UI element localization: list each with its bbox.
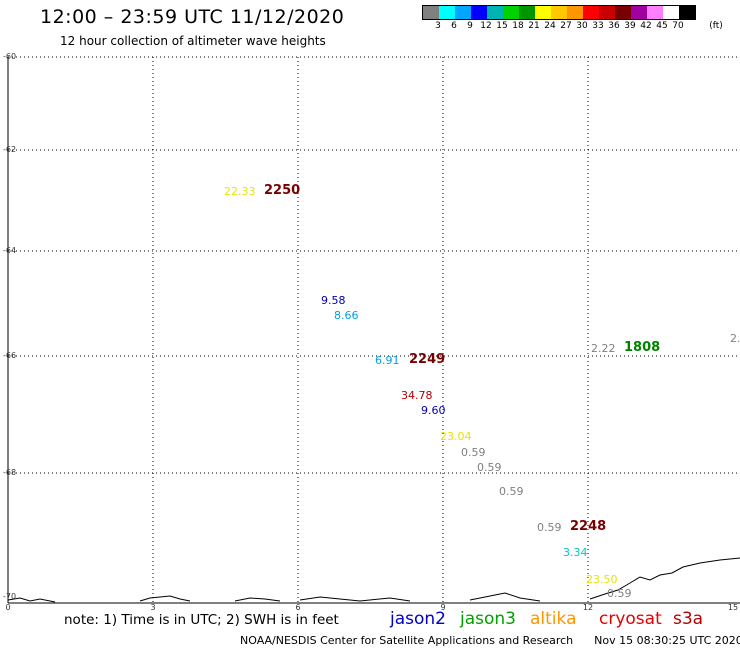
satellite-jason3: jason3 <box>460 609 516 629</box>
legend-swatch <box>439 6 455 19</box>
wave-label: 9.58 <box>321 294 346 307</box>
wave-label: 0.59 <box>477 461 502 474</box>
legend-swatch <box>599 6 615 19</box>
legend-tick: 6 <box>451 21 457 31</box>
wave-label: 34.78 <box>401 389 433 402</box>
wave-label: 0.59 <box>537 521 562 534</box>
wave-label: 2. <box>730 332 740 345</box>
legend-tick: 70 <box>672 21 684 31</box>
legend-tick: 12 <box>480 21 492 31</box>
lon-label-15: 15 <box>727 603 739 612</box>
wave-label: 2.22 <box>591 342 616 355</box>
legend-tick: 3 <box>435 21 441 31</box>
legend-tick: 30 <box>576 21 588 31</box>
lat-label-60: -60 <box>3 52 17 61</box>
credit-text: NOAA/NESDIS Center for Satellite Applica… <box>240 634 574 647</box>
satellite-jason2: jason2 <box>390 609 446 629</box>
legend-tick: 36 <box>608 21 620 31</box>
wave-label: 6.91 <box>375 354 400 367</box>
legend-tick: 33 <box>592 21 604 31</box>
lat-label-64: -64 <box>3 246 17 255</box>
legend-swatch <box>615 6 631 19</box>
legend-tick: 21 <box>528 21 540 31</box>
lon-label-12: 12 <box>582 603 594 612</box>
legend-tick: 9 <box>467 21 473 31</box>
legend-tick: 24 <box>544 21 556 31</box>
map-frame <box>7 57 740 604</box>
legend-swatch <box>551 6 567 19</box>
wave-label: 0.59 <box>461 446 486 459</box>
pass-time-label: 2249 <box>409 352 446 367</box>
legend-tick: 42 <box>640 21 652 31</box>
pass-time-label: 1808 <box>624 340 661 355</box>
pass-time-label: 2248 <box>570 519 607 534</box>
legend-ticks: (ft) 3 6 9 12 15 18 21 24 27 30 33 36 39 42 45 70 <box>422 20 723 32</box>
wave-label: 0.59 <box>499 485 524 498</box>
pass-time-label: 2250 <box>264 183 301 198</box>
legend-swatch <box>423 6 439 19</box>
legend-tick: 27 <box>560 21 572 31</box>
footer-credit: NOAA/NESDIS Center for Satellite Applica… <box>240 634 740 647</box>
satellite-altika: altika <box>530 609 577 629</box>
lon-label-9: 9 <box>440 603 446 612</box>
map-subtitle: 12 hour collection of altimeter wave hei… <box>60 34 326 48</box>
map-title: 12:00 – 23:59 UTC 11/12/2020 <box>40 6 345 28</box>
legend-tick: 15 <box>496 21 508 31</box>
legend-swatch <box>519 6 535 19</box>
legend-swatch <box>647 6 663 19</box>
wave-label: 9.60 <box>421 404 446 417</box>
satellite-s3a: s3a <box>673 609 704 629</box>
lat-label-68: -68 <box>3 468 17 477</box>
legend-swatch <box>455 6 471 19</box>
wave-label: 23.04 <box>440 430 472 443</box>
lat-label-66: -66 <box>3 351 17 360</box>
legend-tick: 18 <box>512 21 524 31</box>
antarctic-coastline <box>7 557 740 603</box>
legend-swatch <box>679 6 695 19</box>
legend-swatch <box>535 6 551 19</box>
lat-label-62: -62 <box>3 145 17 154</box>
legend-swatch <box>631 6 647 19</box>
legend-tick: 39 <box>624 21 636 31</box>
wave-label: 0.59 <box>607 587 632 600</box>
footer-note: note: 1) Time is in UTC; 2) SWH is in fe… <box>64 612 339 628</box>
legend-swatch <box>471 6 487 19</box>
timestamp: Nov 15 08:30:25 UTC 2020 <box>594 634 740 647</box>
lat-label-70: -70 <box>3 592 17 601</box>
legend-tick: 45 <box>656 21 668 31</box>
wave-label: 23.50 <box>586 573 618 586</box>
legend-swatch <box>663 6 679 19</box>
wave-label: 3.34 <box>563 546 588 559</box>
wave-label: 22.33 <box>224 185 256 198</box>
legend-swatches <box>422 5 696 20</box>
legend-swatch <box>567 6 583 19</box>
legend-unit: (ft) <box>709 21 723 31</box>
legend-swatch <box>503 6 519 19</box>
graticule <box>8 56 740 603</box>
wave-height-legend: (ft) 3 6 9 12 15 18 21 24 27 30 33 36 39 42 45 70 <box>422 5 723 32</box>
lon-label-0: 0 <box>5 603 11 612</box>
legend-swatch <box>583 6 599 19</box>
satellite-cryosat: cryosat <box>599 609 662 629</box>
lon-label-3: 3 <box>150 603 156 612</box>
lon-label-6: 6 <box>295 603 301 612</box>
wave-label: 8.66 <box>334 309 359 322</box>
legend-swatch <box>487 6 503 19</box>
